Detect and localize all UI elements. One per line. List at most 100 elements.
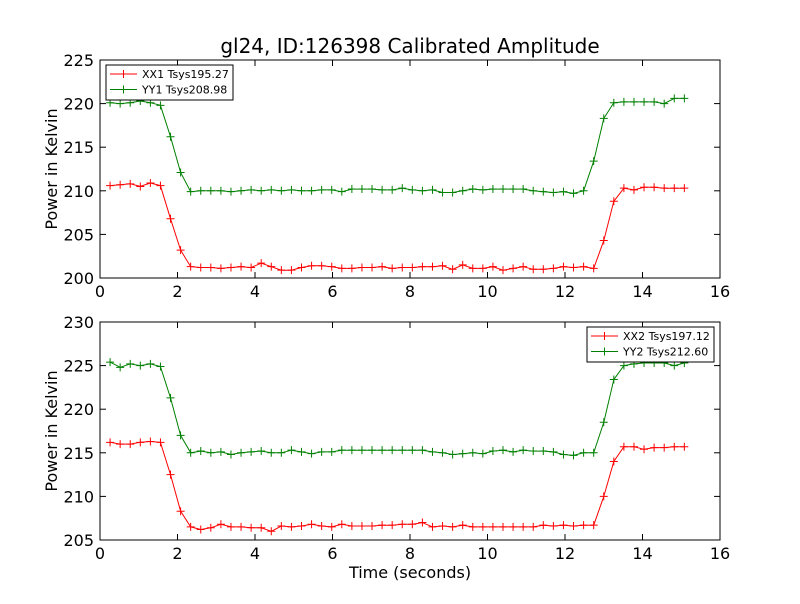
chart-1-series-1-point	[629, 185, 638, 194]
chart-2-series-2-point	[478, 449, 487, 458]
chart-2-x-tick-label: 14	[632, 544, 652, 563]
chart-2-series-2-point	[609, 375, 618, 384]
chart-2-series-2-point	[539, 447, 548, 456]
chart-1-series-2-point	[458, 186, 467, 195]
chart-2-series-1-point	[428, 522, 437, 531]
chart-1-series-1-point	[277, 266, 286, 275]
chart-2-series-2-point	[468, 448, 477, 457]
chart-title: gl24, ID:126398 Calibrated Amplitude	[220, 34, 599, 58]
chart-1-series-1-point	[579, 262, 588, 271]
chart-2-series-1-point	[186, 522, 195, 531]
chart-1-series-1-point	[609, 197, 618, 206]
chart-2-series-2-point	[670, 361, 679, 370]
chart-2-series-1-point	[237, 522, 246, 531]
chart-1-series-2-point	[206, 186, 215, 195]
chart-2-y-tick-label: 210	[63, 487, 94, 506]
chart-1-series-2-point	[307, 186, 316, 195]
chart-2-series-1-point	[398, 520, 407, 529]
chart-1-series-2-point	[539, 187, 548, 196]
chart-2-series-1-point	[106, 438, 115, 447]
chart-2-series-2-point	[388, 446, 397, 455]
chart-1-series-1-point	[176, 246, 185, 255]
chart-1-series-1-point	[166, 214, 175, 223]
chart-1-series-1-point	[368, 263, 377, 272]
chart-2-series-2-point	[156, 362, 165, 371]
chart-2-series-1-point	[559, 521, 568, 530]
chart-1-series-2-point	[357, 185, 366, 194]
chart-2-x-tick-label: 16	[710, 544, 730, 563]
chart-1-series-1-point	[458, 260, 467, 269]
chart-1-series-2-point	[237, 186, 246, 195]
chart-1-series-2-point	[156, 101, 165, 110]
chart-1-series-2-point	[549, 188, 558, 197]
chart-2-series-2-point	[448, 450, 457, 459]
chart-2-series-2-point	[337, 446, 346, 455]
chart-2-series-2-point	[368, 446, 377, 455]
chart-1-series-1-point	[347, 264, 356, 273]
chart-2-series-2-point	[226, 450, 235, 459]
chart-1-series-1-point	[640, 183, 649, 192]
chart-2-series-1-point	[458, 521, 467, 530]
chart-1-series-2-point	[388, 185, 397, 194]
chart-1-series-1-point	[226, 263, 235, 272]
chart-2-legend-marker-1	[600, 332, 609, 340]
chart-1-series-1-point	[468, 264, 477, 273]
chart-2-series-2-point	[559, 450, 568, 459]
chart-1-series-2-point	[196, 186, 205, 195]
chart-2-series-1-point	[357, 522, 366, 531]
chart-2-legend-box	[586, 326, 715, 363]
chart-2-series-2-point	[569, 451, 578, 460]
chart-2-series-1-point	[126, 440, 135, 449]
chart-2-series-1-point	[650, 443, 659, 452]
chart-1-series-2-point	[277, 186, 286, 195]
chart-2-series-2-point	[438, 448, 447, 457]
chart-2-series-2-point	[237, 448, 246, 457]
chart-2-x-tick-label: 6	[327, 544, 337, 563]
chart-2-series-2-point	[126, 359, 135, 368]
chart-2-series-2-point	[297, 447, 306, 456]
chart-1-series-1-point	[388, 264, 397, 273]
chart-1-series-2-point	[488, 185, 497, 194]
chart-1-series-2-point	[468, 185, 477, 194]
chart-2-series-1-point	[519, 522, 528, 531]
chart-1-series-1-point	[287, 266, 296, 275]
chart-2-series-1-point	[337, 520, 346, 529]
chart-1-series-2-point	[428, 185, 437, 194]
chart-1-series-1-point	[267, 262, 276, 271]
chart-1-series-2-point	[599, 114, 608, 123]
chart-1-y-tick-label: 200	[63, 269, 94, 288]
chart-2-series-2-point	[357, 446, 366, 455]
chart-1-series-1-point	[499, 266, 507, 275]
chart-2-x-tick-label: 12	[555, 544, 575, 563]
chart-2-series-1-point	[388, 521, 397, 530]
chart-2-y-tick-label: 225	[63, 357, 94, 376]
chart-1-x-tick-label: 12	[555, 282, 575, 301]
chart-1-series-1-point	[126, 179, 135, 188]
chart-1-series-2-point	[378, 185, 387, 194]
chart-1-series-2-point	[569, 189, 578, 198]
chart-2-x-tick-label: 0	[95, 544, 105, 563]
chart-2-series-1-point	[347, 522, 356, 531]
chart-1-series-1-point	[438, 261, 447, 270]
chart-2-series-1-point	[146, 437, 155, 446]
chart-2-series-2-point	[196, 447, 205, 456]
chart-2-series-1-point	[640, 445, 649, 454]
chart-1-series-2-point	[398, 184, 407, 193]
chart-2-series-2-point	[216, 447, 225, 456]
chart-2-series-1-point	[216, 520, 225, 529]
chart-1-series-1-point	[428, 262, 437, 271]
chart-1-series-2-point	[116, 99, 125, 108]
chart-1-series-1-point	[327, 262, 336, 271]
chart-1-series-1-point	[529, 265, 538, 274]
chart-2-x-axis-label: Time (seconds)	[348, 563, 471, 582]
chart-2-series-1-point	[468, 522, 477, 531]
chart-1-y-tick-label: 225	[63, 51, 94, 70]
chart-1-series-2-point	[216, 186, 225, 195]
chart-2-series-2-point	[206, 448, 215, 457]
chart-2-series-2-point	[146, 359, 155, 368]
chart-2-series-1-point	[247, 523, 256, 532]
chart-1-series-1-point	[206, 263, 215, 272]
chart-1-series-1-point	[116, 180, 125, 189]
chart-1-x-tick-label: 8	[405, 282, 415, 301]
chart-2-series-2-point	[327, 447, 336, 456]
